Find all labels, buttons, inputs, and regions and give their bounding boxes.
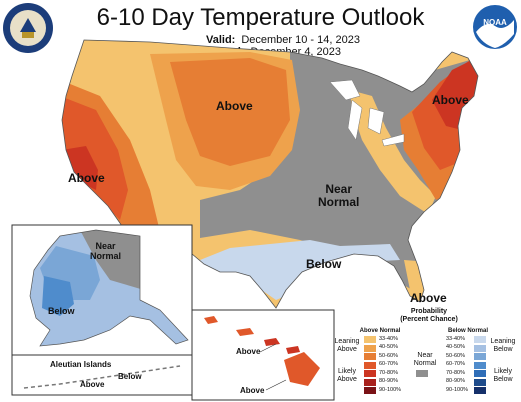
legend-above-bin-label: 60-70% — [379, 361, 398, 367]
label-near-normal-center: Near Normal — [318, 182, 360, 209]
legend-above-bin-label: 80-90% — [379, 378, 398, 384]
label-above-hawaii-2: Above — [240, 386, 265, 395]
label-above-plains: Above — [216, 99, 253, 113]
legend-below-swatch — [474, 361, 486, 369]
legend-leaning-below: Leaning Below — [490, 338, 516, 353]
noaa-logo-icon: NOAA — [473, 5, 517, 49]
valid-dates: Valid: December 10 - 14, 2023 — [206, 34, 360, 46]
page-title: 6-10 Day Temperature Outlook — [96, 4, 425, 31]
label-below-south: Below — [306, 257, 342, 271]
label-above-hawaii-1: Above — [236, 347, 261, 356]
label-below-alaska: Below — [48, 306, 75, 316]
legend-above-bin-label: 70-80% — [379, 369, 398, 376]
label-below-aleutian: Below — [118, 372, 142, 381]
svg-text:NOAA: NOAA — [483, 18, 507, 27]
legend-near-swatch — [416, 370, 428, 377]
legend-above-swatch — [364, 387, 376, 394]
legend-above-bin-label: 40-50% — [379, 344, 398, 350]
legend-above-swatch — [364, 336, 376, 343]
legend-below-bin-label: 90-100% — [446, 386, 469, 393]
legend-below-header: Below Normal — [447, 328, 488, 334]
label-above-florida: Above — [410, 291, 447, 305]
legend-leaning-above: Leaning Above — [334, 338, 360, 353]
legend-above-bin-label: 90-100% — [379, 386, 402, 393]
aleutian-title: Aleutian Islands — [50, 360, 112, 369]
legend-below-swatch — [474, 336, 486, 343]
legend-title: Probability (Percent Chance) — [400, 308, 458, 323]
legend-above-bin-label: 33-40% — [379, 335, 398, 342]
legend-above-swatch — [364, 361, 376, 369]
legend-likely-above: Likely Above — [337, 368, 357, 383]
legend-below-swatch — [474, 378, 486, 386]
legend-below-bin-label: 60-70% — [446, 361, 465, 367]
legend-below-bin-label: 50-60% — [446, 352, 465, 359]
legend-above-swatch — [364, 344, 376, 352]
label-above-aleutian: Above — [80, 380, 105, 389]
label-above-northeast: Above — [432, 93, 469, 107]
legend-likely-below: Likely Below — [493, 368, 513, 383]
doc-seal-icon — [3, 3, 53, 53]
legend-below-swatch — [474, 370, 486, 377]
label-near-normal-alaska: Near Normal — [90, 241, 122, 261]
legend-above-swatch — [364, 378, 376, 386]
legend-above-bin-label: 50-60% — [379, 352, 398, 359]
legend-near-label: Near Normal — [413, 352, 437, 367]
legend-below-swatch — [474, 387, 486, 394]
legend-below-swatch — [474, 353, 486, 360]
legend-below-bin-label: 70-80% — [446, 369, 465, 376]
legend-above-swatch — [364, 353, 376, 360]
legend-below-bin-label: 80-90% — [446, 378, 465, 384]
legend-below-swatch — [474, 344, 486, 352]
label-above-west: Above — [68, 171, 105, 185]
legend-below-bin-label: 40-50% — [446, 344, 465, 350]
legend-below-bin-label: 33-40% — [446, 335, 465, 342]
legend: Probability (Percent Chance) Above Norma… — [334, 308, 518, 398]
legend-above-swatch — [364, 370, 376, 377]
legend-above-header: Above Normal — [359, 328, 401, 334]
